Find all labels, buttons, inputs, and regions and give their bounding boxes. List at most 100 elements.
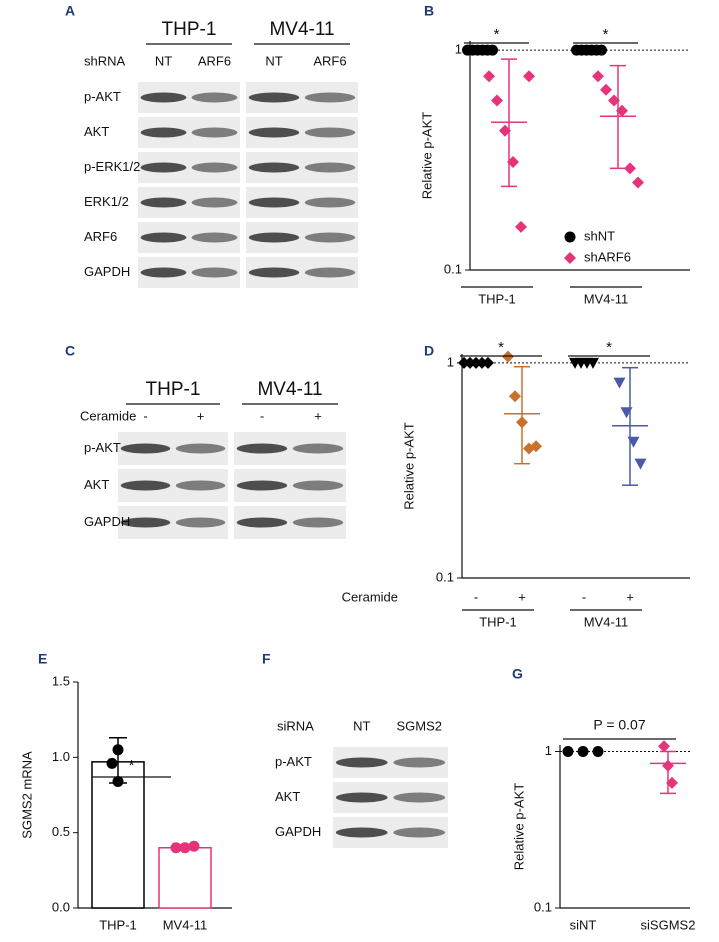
legend-label: shARF6 (584, 249, 631, 264)
lane-label: ARF6 (198, 53, 231, 68)
y-tick-label: 1.5 (52, 673, 70, 688)
row-label: p-AKT (84, 440, 121, 455)
significance-label: * (606, 339, 612, 356)
x-category-label: THP-1 (99, 917, 137, 932)
lane-label: - (143, 408, 147, 423)
y-tick-label: 1.0 (52, 749, 70, 764)
data-point (179, 842, 191, 854)
blot-band (140, 267, 187, 278)
y-axis-label: SGMS2 mRNA (19, 751, 34, 839)
lane-header: shRNA (84, 53, 126, 68)
blot-band (191, 127, 238, 138)
y-axis-label: Relative p-AKT (419, 112, 434, 199)
x-category-label: MV4-11 (163, 917, 208, 932)
data-point (596, 44, 607, 56)
data-point (616, 104, 628, 117)
panel-label: C (65, 343, 75, 359)
blot-band (236, 517, 288, 528)
bar (158, 846, 212, 909)
blot-band (304, 92, 356, 103)
blot-band (140, 232, 187, 243)
blot-band (292, 480, 344, 491)
lane-header: siRNA (277, 718, 314, 733)
significance-label: P = 0.07 (593, 717, 646, 733)
blot-band (393, 827, 446, 838)
y-axis-label: Relative p-AKT (511, 783, 526, 870)
lane-label: NT (265, 53, 282, 68)
data-point (188, 840, 200, 852)
blot-band (304, 197, 356, 208)
data-point (515, 220, 527, 233)
data-point (632, 176, 644, 189)
blot-band (191, 162, 238, 173)
x-category-label: siSGMS2 (641, 917, 696, 932)
blot-band (292, 443, 344, 454)
data-point (627, 436, 640, 448)
blot-band (248, 267, 300, 278)
blot-band (248, 197, 300, 208)
data-point (666, 776, 678, 789)
y-tick-label: 1 (447, 354, 454, 369)
x-category-label: THP-1 (479, 614, 517, 629)
blot-band (335, 757, 388, 768)
significance-label: * (129, 757, 135, 774)
blot-band (191, 92, 238, 103)
lane-header: Ceramide (80, 408, 136, 423)
y-axis-label: Relative p-AKT (401, 422, 416, 509)
x-category-label: THP-1 (478, 291, 516, 306)
data-point (491, 94, 503, 107)
blot-band (335, 827, 388, 838)
y-tick-label: 1 (545, 743, 552, 758)
lane-label: NT (155, 53, 172, 68)
blot-band (304, 267, 356, 278)
cell-line-title: MV4-11 (257, 379, 322, 400)
data-point (530, 440, 542, 453)
blot-band (140, 197, 187, 208)
data-point (507, 155, 519, 168)
treatment-label: - (582, 589, 586, 604)
row-label: p-ERK1/2 (84, 159, 140, 174)
data-point (608, 94, 620, 107)
blot-band (140, 92, 187, 103)
blot-band (175, 443, 226, 454)
y-tick-label: 0.0 (52, 899, 70, 914)
blot-band (120, 443, 171, 454)
y-tick-label: 1 (455, 42, 462, 57)
significance-label: * (498, 339, 504, 356)
data-point (592, 70, 604, 83)
data-point (509, 390, 521, 403)
blot-band (304, 232, 356, 243)
treatment-label: - (474, 589, 478, 604)
row-label: p-AKT (275, 754, 312, 769)
data-point (487, 44, 498, 56)
lane-label: + (314, 408, 322, 423)
treatment-label: + (518, 589, 526, 604)
panel-label: A (65, 3, 75, 19)
data-point (499, 124, 511, 137)
significance-label: * (603, 26, 609, 43)
blot-band (175, 517, 226, 528)
blot-band (292, 517, 344, 528)
panel-label: E (38, 651, 47, 667)
data-point (106, 757, 118, 769)
lane-label: NT (353, 718, 370, 733)
data-point (624, 162, 636, 175)
blot-band (140, 127, 187, 138)
blot-band (191, 267, 238, 278)
data-point (592, 745, 604, 757)
data-point (483, 70, 495, 83)
data-point (523, 70, 535, 83)
x-category-label: siNT (570, 917, 597, 932)
cell-line-title: MV4-11 (269, 19, 334, 40)
blot-band (191, 232, 238, 243)
data-point (562, 745, 574, 757)
blot-band (248, 92, 300, 103)
blot-band (393, 757, 446, 768)
blot-band (335, 792, 388, 803)
row-label: ERK1/2 (84, 194, 129, 209)
panel-label: B (424, 3, 434, 19)
data-point (600, 83, 612, 96)
x-axis-label: Ceramide (342, 589, 398, 604)
